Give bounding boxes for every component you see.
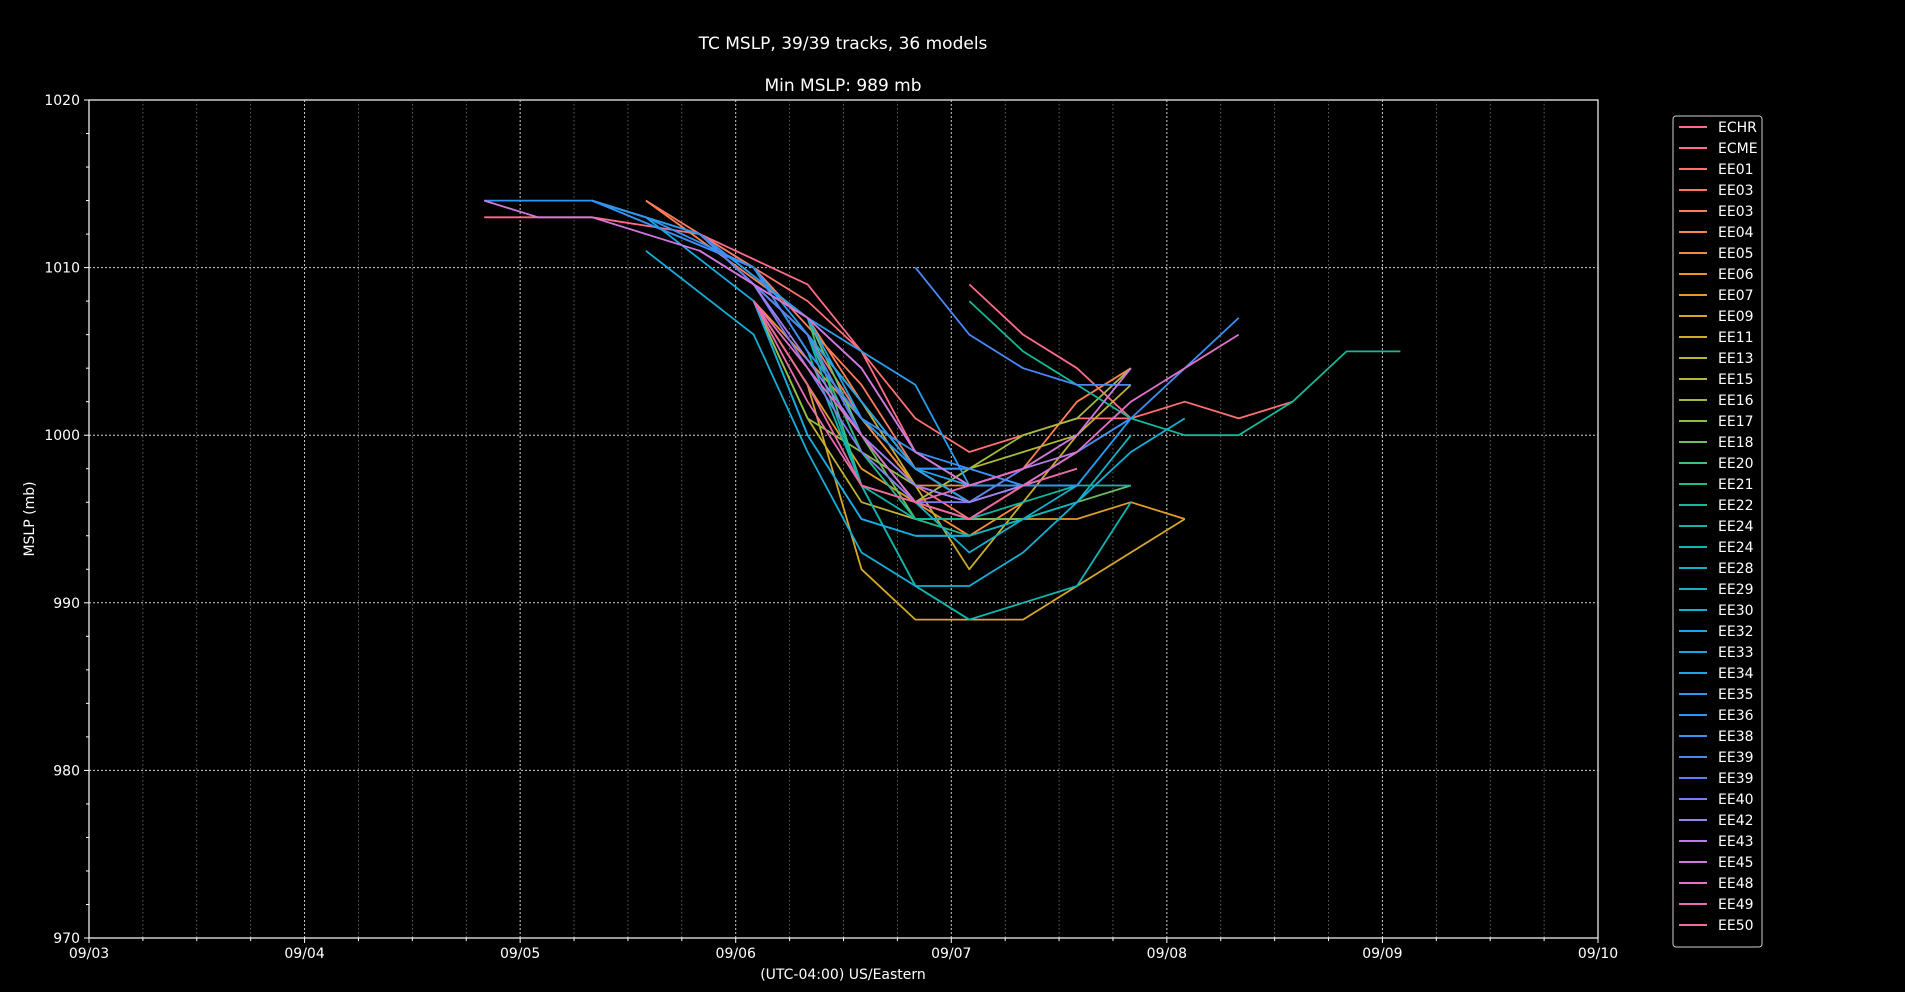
legend-label: EE38 (1718, 729, 1754, 745)
legend-label: EE36 (1718, 708, 1754, 724)
grid-lines (89, 100, 1598, 938)
y-tick-label: 990 (53, 596, 80, 612)
legend-label: EE49 (1718, 897, 1754, 913)
x-tick-label: 09/03 (69, 946, 109, 962)
legend-label: EE40 (1718, 792, 1754, 808)
legend-label: EE06 (1718, 267, 1754, 283)
legend-label: EE29 (1718, 582, 1754, 598)
legend-label: EE33 (1718, 645, 1754, 661)
series-line-ee39 (914, 267, 1131, 386)
legend-label: EE09 (1718, 309, 1754, 325)
legend-label: EE45 (1718, 855, 1754, 871)
y-tick-label: 1020 (44, 93, 80, 109)
legend-label: EE22 (1718, 498, 1754, 514)
series-line-ee50 (752, 300, 1078, 520)
legend-label: EE42 (1718, 813, 1754, 829)
legend-label: EE16 (1718, 393, 1754, 409)
legend-label: EE18 (1718, 435, 1754, 451)
x-axis-label: (UTC-04:00) US/Eastern (760, 967, 926, 983)
chart-title: TC MSLP, 39/39 tracks, 36 models (698, 34, 988, 54)
legend-label: EE15 (1718, 372, 1754, 388)
y-tick-label: 970 (53, 931, 80, 947)
y-axis-label: MSLP (mb) (22, 481, 38, 556)
x-tick-label: 09/08 (1147, 946, 1187, 962)
x-tick-label: 09/07 (931, 946, 971, 962)
legend-label: EE48 (1718, 876, 1754, 892)
x-tick-label: 09/09 (1362, 946, 1402, 962)
x-tick-label: 09/06 (716, 946, 756, 962)
legend-label: EE50 (1718, 918, 1754, 934)
legend-label: EE34 (1718, 666, 1754, 682)
legend-label: EE07 (1718, 288, 1754, 304)
series-line-ee01 (699, 233, 1293, 453)
legend-label: EE05 (1718, 246, 1754, 262)
legend-label: ECHR (1718, 120, 1757, 136)
legend-label: EE32 (1718, 624, 1754, 640)
x-tick-label: 09/04 (284, 946, 324, 962)
legend-label: ECME (1718, 141, 1758, 157)
legend-label: EE13 (1718, 351, 1754, 367)
legend-label: EE01 (1718, 162, 1754, 178)
series-line-ee38 (591, 199, 1240, 487)
legend: ECHR ECME EE01 EE03 EE03 EE04 EE05 EE06 EE07 EE09… (1672, 115, 1763, 948)
x-tick-label: 09/10 (1578, 946, 1618, 962)
series-lines (483, 199, 1401, 621)
legend-label: EE28 (1718, 561, 1754, 577)
legend-label: EE24 (1718, 540, 1754, 556)
legend-label: EE11 (1718, 330, 1754, 346)
x-tick-label: 09/05 (500, 946, 540, 962)
legend-label: EE30 (1718, 603, 1754, 619)
y-tick-label: 1010 (44, 261, 80, 277)
legend-label: EE17 (1718, 414, 1754, 430)
legend-label: EE39 (1718, 771, 1754, 787)
legend-label: EE04 (1718, 225, 1754, 241)
y-tick-label: 980 (53, 763, 80, 779)
chart-subtitle: Min MSLP: 989 mb (764, 76, 921, 96)
series-line-ee22 (968, 300, 1401, 437)
axis-ticks: 09/03 09/04 09/05 09/06 09/07 09/08 09/09 09/10… (44, 93, 1618, 962)
legend-label: EE39 (1718, 750, 1754, 766)
legend-label: EE35 (1718, 687, 1754, 703)
series-line-ee30 (645, 250, 1186, 587)
y-tick-label: 1000 (44, 428, 80, 444)
legend-label: EE03 (1718, 183, 1754, 199)
legend-label: EE43 (1718, 834, 1754, 850)
legend-label: EE20 (1718, 456, 1754, 472)
series-line-ee45 (483, 199, 1132, 487)
legend-label: EE21 (1718, 477, 1754, 493)
legend-label: EE03 (1718, 204, 1754, 220)
legend-frame (1672, 115, 1763, 948)
legend-label: EE24 (1718, 519, 1754, 535)
